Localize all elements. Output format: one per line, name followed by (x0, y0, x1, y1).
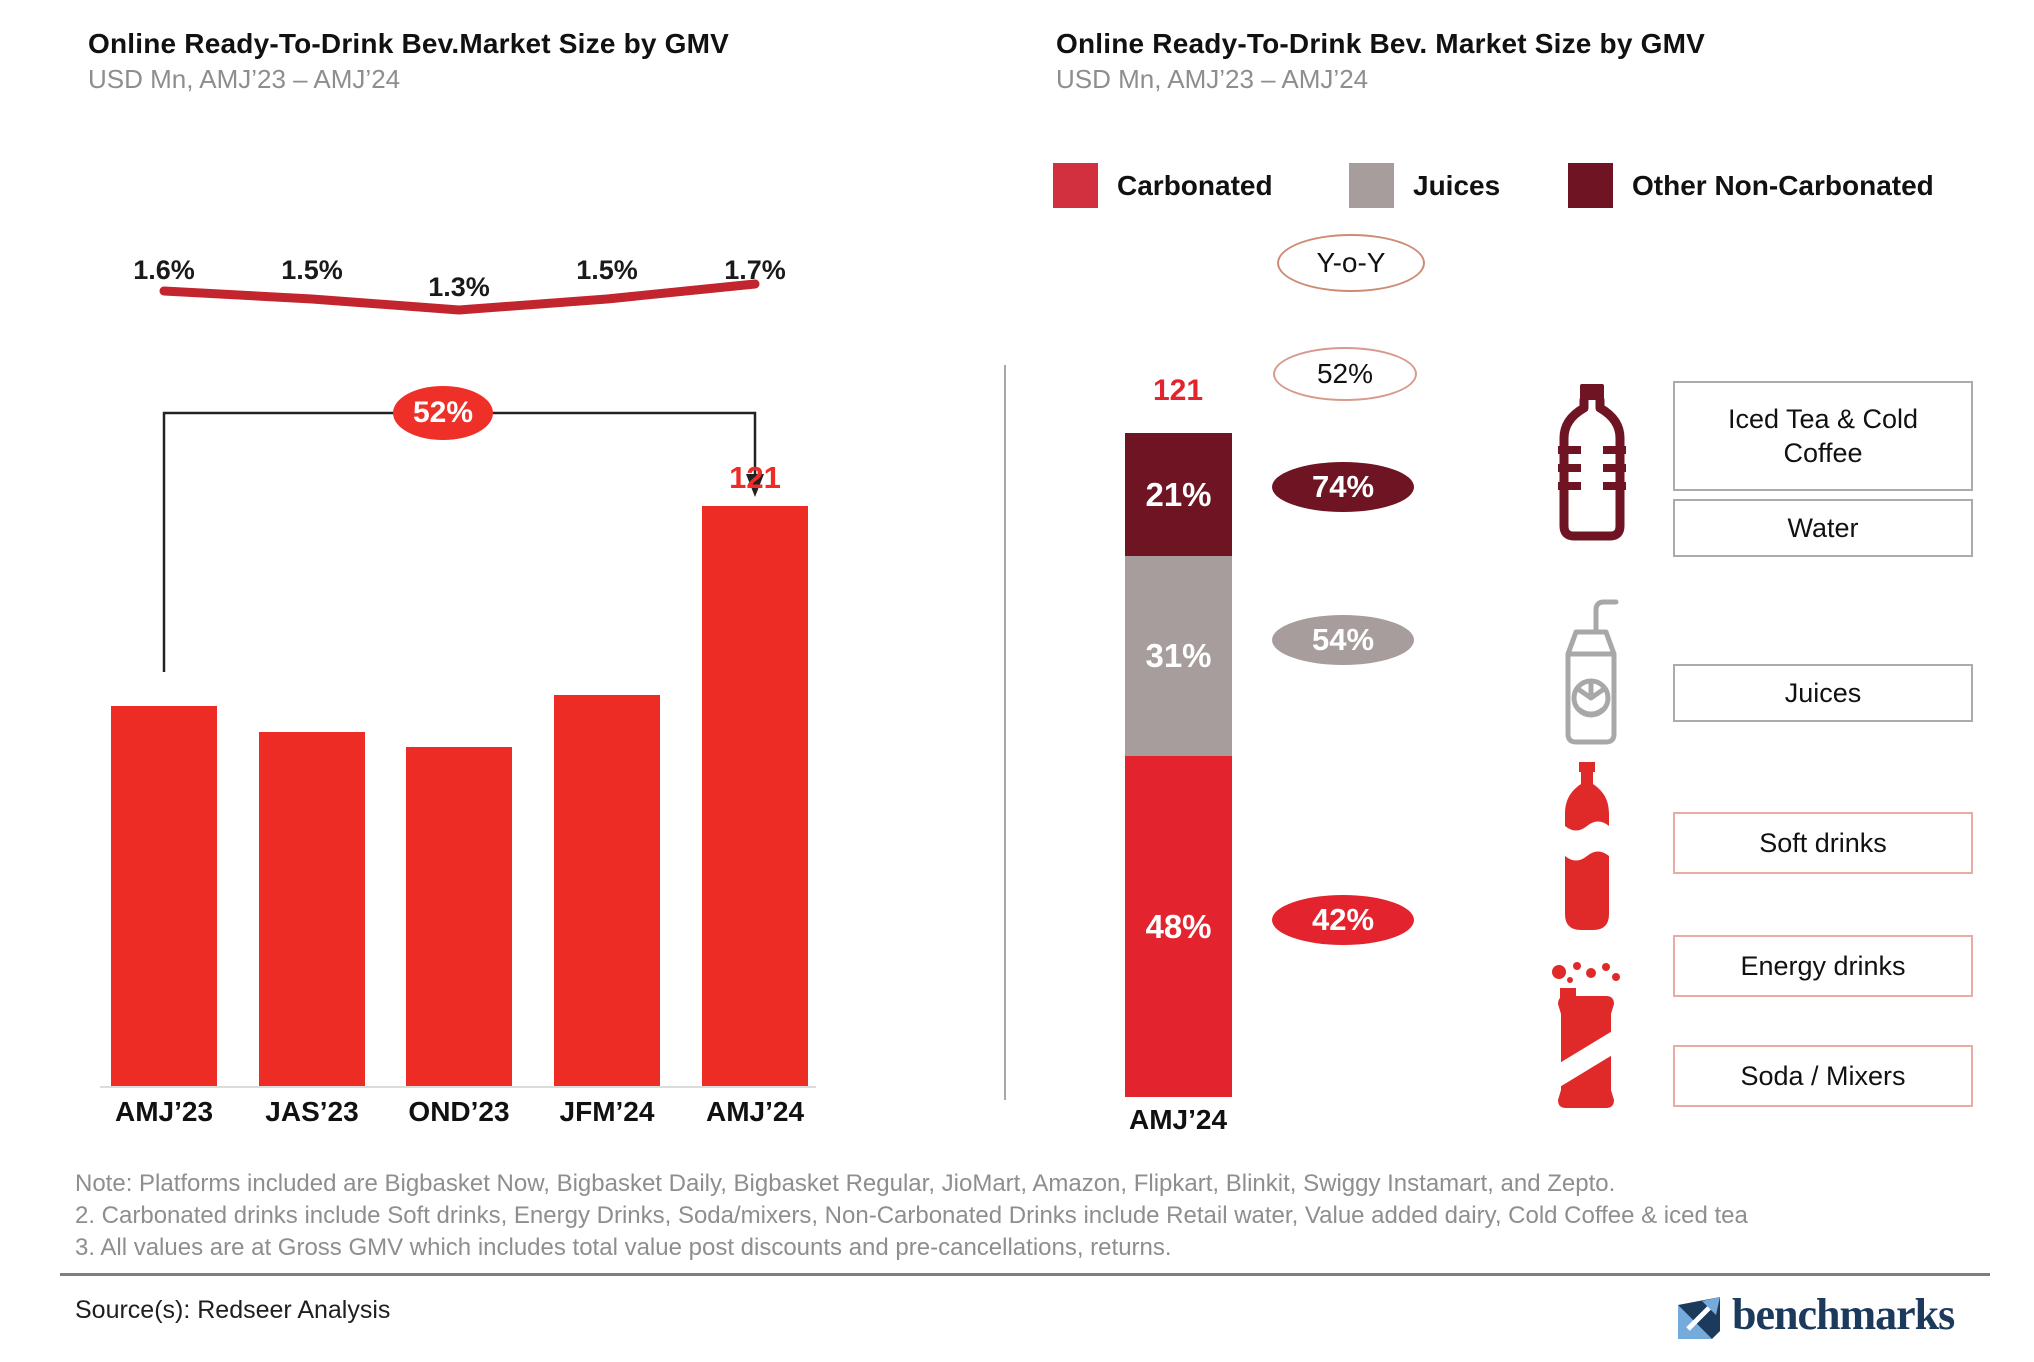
footnote-1: Note: Platforms included are Bigbasket N… (75, 1170, 1616, 1197)
legend-swatch-other-non-carbonated (1568, 163, 1613, 208)
yoy-oval-other-non-carbonated: 74% (1272, 462, 1414, 512)
xlabel-jas23: JAS’23 (265, 1096, 359, 1127)
bar-jfm24 (554, 695, 660, 1086)
xlabel-ond23: OND’23 (408, 1096, 510, 1127)
bar-ond23 (406, 747, 512, 1086)
segment-other-non-carbonated: 21% (1125, 433, 1232, 556)
right-chart-title: Online Ready-To-Drink Bev. Market Size b… (1056, 28, 1705, 59)
yoy-oval-juices: 54% (1272, 615, 1414, 665)
growth-arrowhead-icon (746, 474, 764, 497)
source-text: Source(s): Redseer Analysis (75, 1296, 391, 1324)
footnote-2: 2. Carbonated drinks include Soft drinks… (75, 1202, 1748, 1229)
legend-label-other-non-carbonated: Other Non-Carbonated (1632, 170, 1934, 201)
catbox-iced-tea-cold-coffee: Iced Tea & Cold Coffee (1673, 381, 1973, 491)
catbox-soda-mixers: Soda / Mixers (1673, 1045, 1973, 1107)
footnote-3: 3. All values are at Gross GMV which inc… (75, 1234, 1172, 1261)
stack-total-label: 121 (1152, 374, 1204, 407)
catbox-water: Water (1673, 499, 1973, 557)
trend-line (159, 279, 760, 315)
legend-label-carbonated: Carbonated (1117, 170, 1273, 201)
juice-box-icon (1565, 599, 1619, 745)
left-chart-title: Online Ready-To-Drink Bev.Market Size by… (88, 28, 730, 59)
legend-swatch-carbonated (1053, 163, 1098, 208)
yoy-oval-carbonated: 42% (1272, 895, 1414, 945)
benchmarks-logo-icon (1678, 1297, 1720, 1339)
trend-label-amj23: 1.6% (133, 255, 195, 285)
xlabel-jfm24: JFM’24 (559, 1096, 655, 1127)
growth-bracket-line (162, 411, 757, 672)
catbox-soft-drinks: Soft drinks (1673, 812, 1973, 874)
catbox-juices: Juices (1673, 664, 1973, 722)
soda-bottle-icon (1565, 762, 1609, 930)
left-chart-subtitle: USD Mn, AMJ’23 – AMJ’24 (88, 64, 401, 94)
footnotes: Note: Platforms included are Bigbasket N… (75, 1168, 1975, 1264)
footer-divider (60, 1273, 1990, 1276)
bar-jas23 (259, 732, 365, 1086)
trend-label-jas23: 1.5% (281, 255, 343, 285)
bar-amj24 (702, 506, 808, 1086)
growth-badge: 52% (393, 386, 493, 440)
right-chart-subtitle: USD Mn, AMJ’23 – AMJ’24 (1056, 64, 1369, 94)
legend-swatch-juices (1349, 163, 1394, 208)
catbox-energy-drinks: Energy drinks (1673, 935, 1973, 997)
yoy-header-oval: Y-o-Y (1277, 234, 1425, 292)
xlabel-amj24: AMJ’24 (705, 1096, 805, 1127)
legend-label-juices: Juices (1413, 170, 1501, 201)
panel-divider (1004, 365, 1006, 1100)
soda-can-icon (1552, 962, 1620, 1108)
water-bottle-icon (1558, 384, 1626, 541)
left-axis-baseline (100, 1086, 816, 1088)
bar-amj23 (111, 706, 217, 1086)
trend-label-jfm24: 1.5% (576, 255, 638, 285)
peak-value-label: 121 (729, 460, 781, 495)
overall-yoy-oval: 52% (1273, 347, 1417, 401)
right-xlabel-amj24: AMJ’24 (1128, 1104, 1228, 1135)
benchmarks-logo-text: benchmarks (1732, 1290, 1955, 1339)
segment-juices: 31% (1125, 556, 1232, 756)
trend-label-ond23: 1.3% (428, 272, 490, 302)
xlabel-amj23: AMJ’23 (114, 1096, 214, 1127)
segment-carbonated: 48% (1125, 756, 1232, 1097)
